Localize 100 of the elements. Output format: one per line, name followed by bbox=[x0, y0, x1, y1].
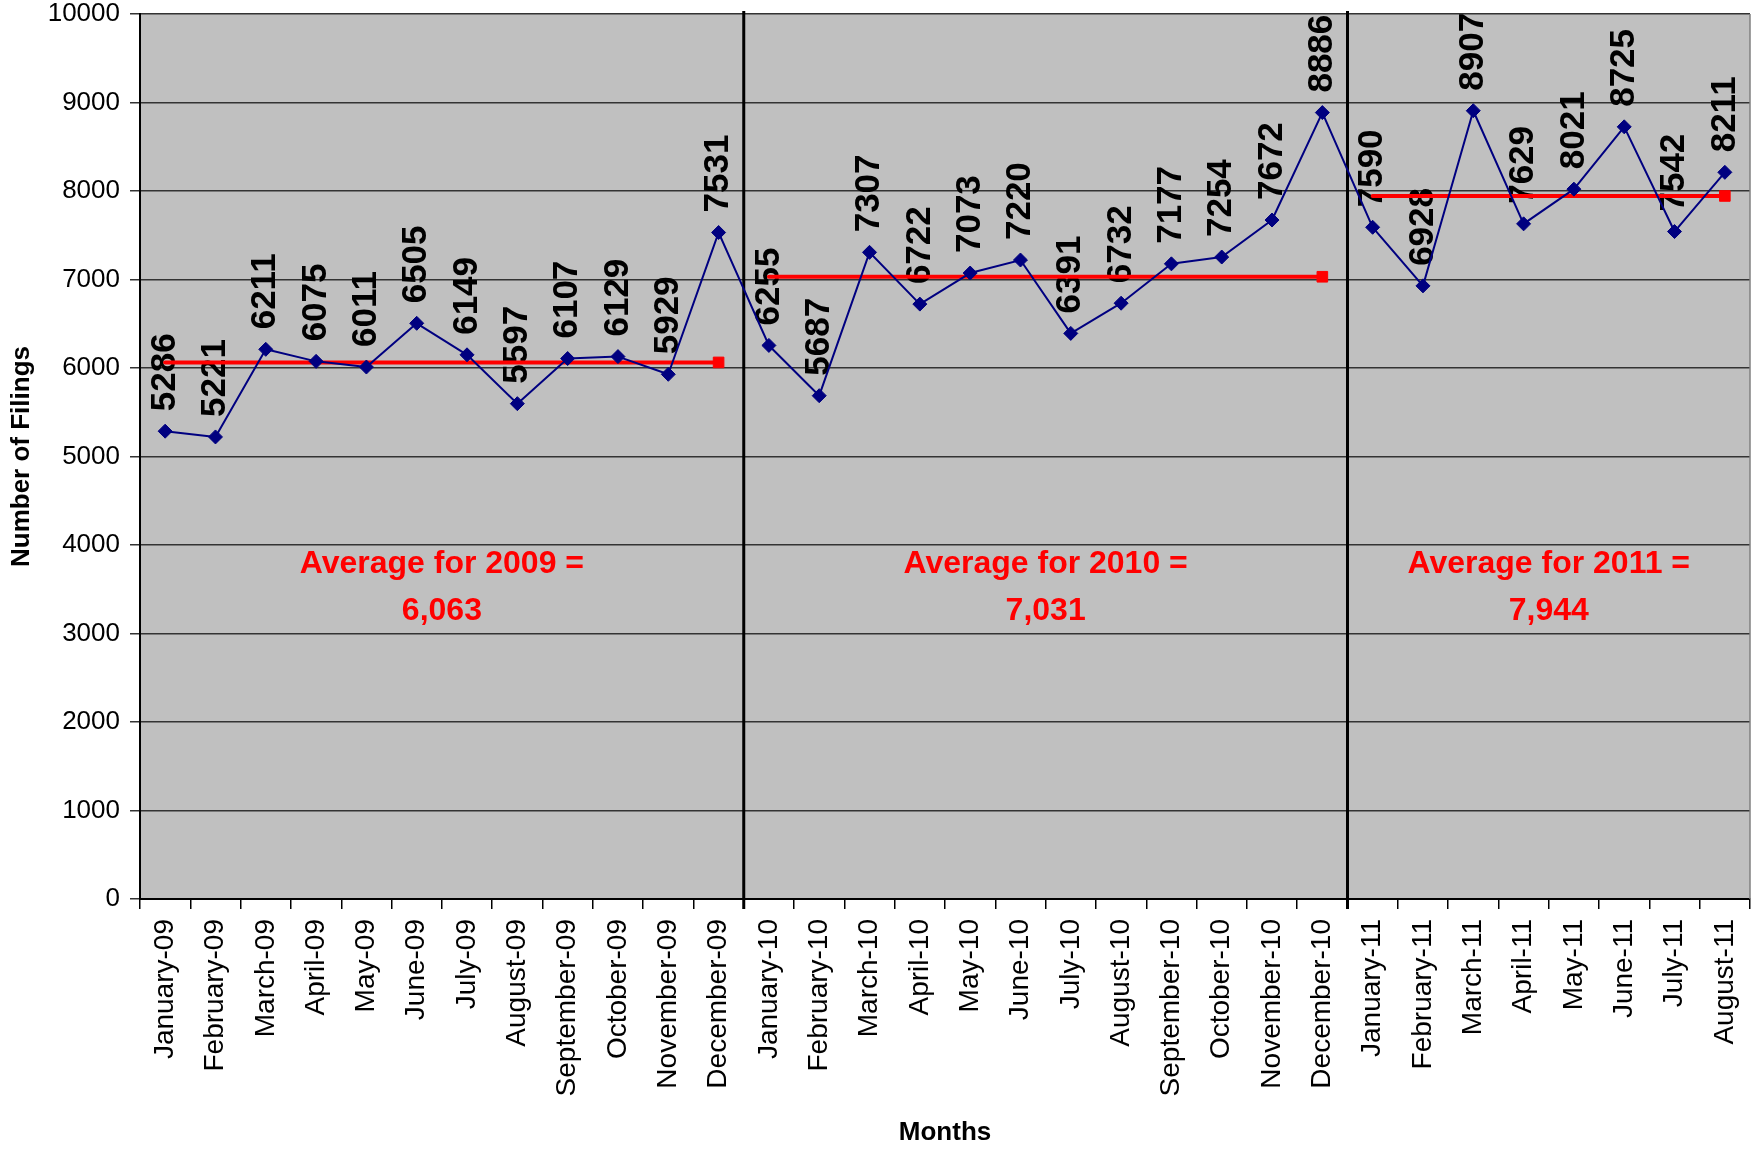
data-label: 7307 bbox=[847, 154, 887, 233]
x-tick-label: April-11 bbox=[1506, 919, 1538, 1014]
x-tick-label: April-09 bbox=[298, 919, 330, 1016]
data-label: 8725 bbox=[1601, 28, 1641, 107]
x-tick-label: December-09 bbox=[701, 919, 733, 1089]
x-tick-label: September-09 bbox=[550, 919, 582, 1097]
point bbox=[1365, 219, 1381, 235]
x-tick-label: January-10 bbox=[751, 919, 783, 1060]
y-tick-label: 6000 bbox=[62, 351, 120, 382]
x-tick-label: June-11 bbox=[1606, 919, 1638, 1019]
point bbox=[1012, 252, 1028, 268]
point bbox=[811, 388, 827, 404]
y-tick-label: 0 bbox=[105, 882, 120, 913]
data-label: 7177 bbox=[1149, 165, 1189, 244]
data-label: 6255 bbox=[746, 247, 786, 326]
data-label: 6211 bbox=[243, 253, 283, 330]
point bbox=[610, 349, 626, 365]
point bbox=[1314, 105, 1330, 121]
data-label: 6129 bbox=[595, 258, 635, 337]
x-tick-label: May-09 bbox=[349, 919, 381, 1013]
x-tick-label: March-10 bbox=[852, 919, 884, 1038]
y-tick-label: 1000 bbox=[62, 793, 120, 824]
x-tick-label: July-10 bbox=[1053, 919, 1085, 1010]
x-tick-label: April-10 bbox=[902, 919, 934, 1016]
data-label: 6107 bbox=[545, 260, 585, 339]
point bbox=[912, 296, 928, 312]
data-label: 6505 bbox=[394, 225, 434, 304]
data-label: 6722 bbox=[897, 206, 937, 285]
x-tick-label: August-11 bbox=[1707, 919, 1739, 1045]
x-tick-label: January-11 bbox=[1355, 919, 1387, 1058]
y-tick-label: 9000 bbox=[62, 85, 120, 116]
point bbox=[1516, 216, 1532, 232]
data-label: 8211 bbox=[1702, 76, 1742, 153]
x-tick-label: June-10 bbox=[1003, 919, 1035, 1021]
data-label: 7531 bbox=[696, 134, 736, 213]
x-tick-label: June-09 bbox=[399, 919, 431, 1021]
point bbox=[761, 337, 777, 353]
point bbox=[459, 347, 475, 363]
x-tick-label: November-10 bbox=[1254, 919, 1286, 1089]
point bbox=[1415, 278, 1431, 294]
point bbox=[1113, 295, 1129, 311]
data-label: 5929 bbox=[645, 276, 685, 355]
point bbox=[711, 225, 727, 241]
point bbox=[1616, 119, 1632, 135]
point bbox=[308, 353, 324, 369]
y-tick-label: 4000 bbox=[62, 528, 120, 559]
x-tick-label: May-10 bbox=[952, 919, 984, 1013]
data-label: 8886 bbox=[1300, 14, 1339, 93]
data-label: 6391 bbox=[1048, 235, 1088, 314]
point bbox=[1214, 249, 1230, 265]
y-tick-label: 2000 bbox=[62, 705, 120, 736]
point bbox=[1667, 224, 1683, 240]
annotation: Average for 2011 = 7,944 bbox=[1407, 544, 1691, 628]
data-label: 8021 bbox=[1551, 91, 1591, 170]
x-tick-label: March-11 bbox=[1456, 919, 1487, 1036]
point bbox=[560, 351, 576, 367]
point bbox=[157, 423, 173, 439]
point bbox=[258, 341, 274, 357]
data-label: 8907 bbox=[1450, 12, 1490, 91]
point bbox=[962, 265, 978, 281]
point bbox=[1163, 256, 1179, 272]
y-axis-title: Number of Filings bbox=[4, 346, 35, 567]
x-tick-label: March-09 bbox=[248, 919, 280, 1038]
x-tick-label: October-09 bbox=[600, 919, 632, 1060]
annotation: Average for 2010 = 7,031 bbox=[903, 544, 1188, 628]
x-tick-label: August-09 bbox=[500, 919, 532, 1047]
point bbox=[1063, 325, 1079, 341]
x-axis-title: Months bbox=[898, 1115, 992, 1146]
point bbox=[509, 396, 525, 412]
x-tick-label: February-09 bbox=[198, 919, 230, 1072]
x-tick-label: July-11 bbox=[1657, 919, 1689, 1008]
x-tick-label: December-10 bbox=[1305, 919, 1337, 1089]
y-tick-label: 8000 bbox=[62, 174, 120, 205]
point bbox=[862, 244, 878, 260]
data-label: 6011 bbox=[344, 271, 384, 348]
x-tick-label: January-09 bbox=[147, 919, 179, 1060]
point bbox=[1264, 212, 1280, 228]
point bbox=[409, 315, 425, 331]
data-label: 5286 bbox=[142, 333, 182, 412]
point bbox=[660, 366, 676, 382]
data-label: 5687 bbox=[796, 297, 836, 376]
point bbox=[358, 359, 374, 375]
data-label: 7220 bbox=[998, 162, 1038, 241]
y-tick-label: 3000 bbox=[62, 616, 120, 647]
x-tick-label: August-10 bbox=[1103, 919, 1135, 1047]
x-tick-label: July-09 bbox=[449, 919, 481, 1010]
x-tick-label: October-10 bbox=[1204, 919, 1236, 1060]
point bbox=[1465, 103, 1481, 119]
data-label: 7073 bbox=[947, 175, 987, 254]
x-tick-label: February-11 bbox=[1405, 919, 1437, 1070]
x-tick-label: May-11 bbox=[1556, 919, 1588, 1011]
data-label: 7254 bbox=[1199, 158, 1239, 238]
data-label: 7672 bbox=[1249, 122, 1289, 201]
point bbox=[207, 429, 223, 445]
y-tick-label: 5000 bbox=[62, 439, 120, 470]
x-tick-label: November-09 bbox=[651, 919, 682, 1089]
y-tick-label: 10000 bbox=[47, 0, 120, 28]
data-label: 5597 bbox=[495, 305, 534, 384]
x-tick-label: February-10 bbox=[801, 919, 833, 1072]
y-tick-label: 7000 bbox=[62, 262, 120, 293]
